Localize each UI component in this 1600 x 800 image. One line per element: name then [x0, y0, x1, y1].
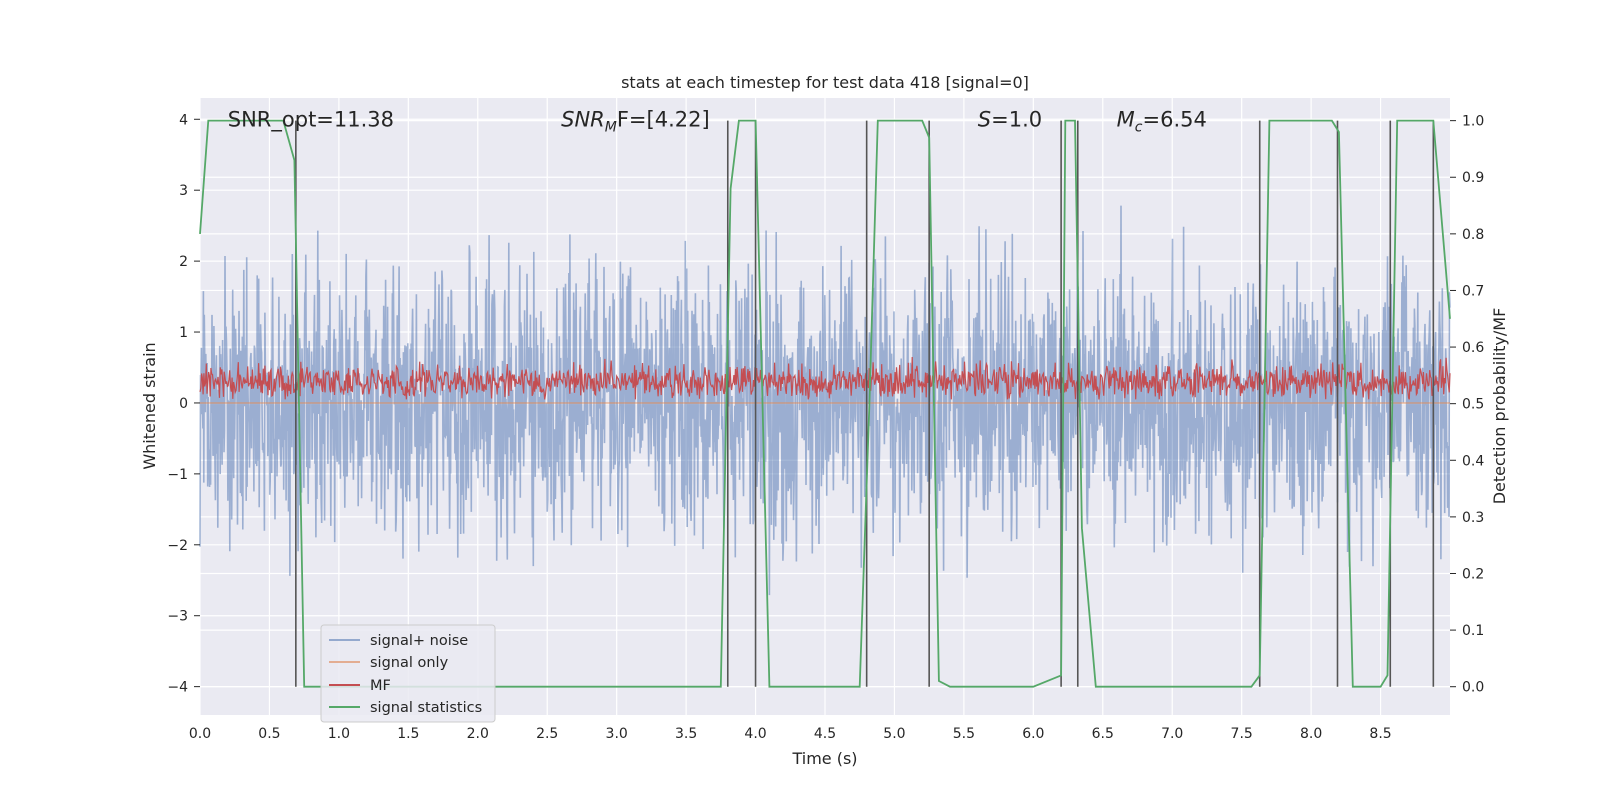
y-tick-label: 0: [179, 396, 188, 412]
chart-title: stats at each timestep for test data 418…: [621, 73, 1029, 92]
x-tick-label: 4.0: [744, 726, 766, 742]
s-base: S: [978, 107, 991, 131]
x-tick-label: 2.0: [467, 726, 489, 742]
x-tick-label: 1.0: [328, 726, 350, 742]
snr-mf-base: SNR: [561, 107, 605, 131]
y2-tick-label: 0.6: [1462, 340, 1484, 356]
x-axis-ticks: 0.0 0.5 1.0 1.5 2.0 2.5 3.0 3.5 4.0 4.5 5.0 5.5 6.0 6…: [189, 726, 1392, 742]
legend-label-noise: signal+ noise: [370, 633, 468, 649]
y2-tick-label: 0.8: [1462, 227, 1484, 243]
s-rest: =1.0: [991, 107, 1042, 131]
x-tick-label: 3.0: [606, 726, 628, 742]
legend-label-stats: signal statistics: [370, 700, 482, 716]
signal-statistics-series: [199, 119, 1451, 688]
y-tick-label: −4: [167, 680, 188, 696]
y2-tick-label: 0.3: [1462, 510, 1484, 526]
y-axis-label: Whitened strain: [140, 342, 159, 469]
signal-noise-series: [199, 205, 1451, 596]
x-tick-label: 7.0: [1161, 726, 1183, 742]
x-tick-label: 0.5: [258, 726, 280, 742]
y-tick-label: 2: [179, 254, 188, 270]
x-axis-label: Time (s): [791, 749, 857, 768]
y2-tick-label: 0.4: [1462, 453, 1484, 469]
mc-sub: c: [1135, 119, 1143, 135]
y-tick-label: −3: [167, 609, 188, 625]
y2-tick-label: 1.0: [1462, 114, 1484, 130]
y-tick-label: 1: [179, 325, 188, 341]
x-tick-label: 1.5: [397, 726, 419, 742]
y-tick-label: 3: [179, 183, 188, 199]
y2-tick-label: 0.7: [1462, 283, 1484, 299]
x-tick-label: 8.5: [1369, 726, 1391, 742]
x-tick-label: 7.5: [1231, 726, 1253, 742]
signal-noise-line: [199, 205, 1451, 596]
y2-tick-label: 0.0: [1462, 680, 1484, 696]
snr-mf-rest: F=[4.22]: [617, 107, 710, 131]
mc-rest: =6.54: [1142, 107, 1206, 131]
y2-tick-label: 0.2: [1462, 566, 1484, 582]
x-tick-label: 8.0: [1300, 726, 1322, 742]
mc-base: M: [1117, 107, 1135, 131]
x-tick-label: 4.5: [814, 726, 836, 742]
y-tick-label: −2: [167, 538, 188, 554]
legend-box: [320, 624, 496, 723]
y2-axis-label: Detection probability/MF: [1490, 308, 1509, 505]
snr-mf-annotation: SNRMF=[4.22]: [561, 107, 710, 135]
legend: signal+ noise signal only MF signal stat…: [320, 624, 496, 723]
y-axis-ticks: 4 3 2 1 0 −1 −2 −3 −4: [167, 112, 200, 696]
legend-label-mf: MF: [370, 678, 391, 694]
x-tick-label: 2.5: [536, 726, 558, 742]
s-annotation: S=1.0: [978, 107, 1042, 131]
y-tick-label: 4: [179, 112, 188, 128]
signal-statistics-line: [199, 119, 1451, 688]
y2-tick-label: 0.9: [1462, 170, 1484, 186]
mc-annotation: Mc=6.54: [1117, 107, 1207, 135]
x-tick-label: 5.0: [883, 726, 905, 742]
annotations: SNR_opt=11.38 SNRMF=[4.22] S=1.0 Mc=6.54: [228, 107, 1207, 135]
y2-axis-ticks: 1.0 0.9 0.8 0.7 0.6 0.5 0.4 0.3 0.2 0.1 0.0: [1450, 114, 1484, 696]
mf-line: [199, 356, 1451, 400]
detection-markers: [295, 120, 1435, 687]
y2-tick-label: 0.1: [1462, 623, 1484, 639]
snr-mf-sub: M: [605, 119, 617, 135]
x-tick-label: 6.0: [1022, 726, 1044, 742]
snr-opt-annotation: SNR_opt=11.38: [228, 107, 394, 132]
x-tick-label: 3.5: [675, 726, 697, 742]
legend-label-signal-only: signal only: [370, 655, 449, 671]
mf-series: [199, 356, 1451, 400]
y2-tick-label: 0.5: [1462, 397, 1484, 413]
x-tick-label: 5.5: [953, 726, 975, 742]
y-tick-label: −1: [167, 467, 188, 483]
x-tick-label: 6.5: [1092, 726, 1114, 742]
x-tick-label: 0.0: [189, 726, 211, 742]
